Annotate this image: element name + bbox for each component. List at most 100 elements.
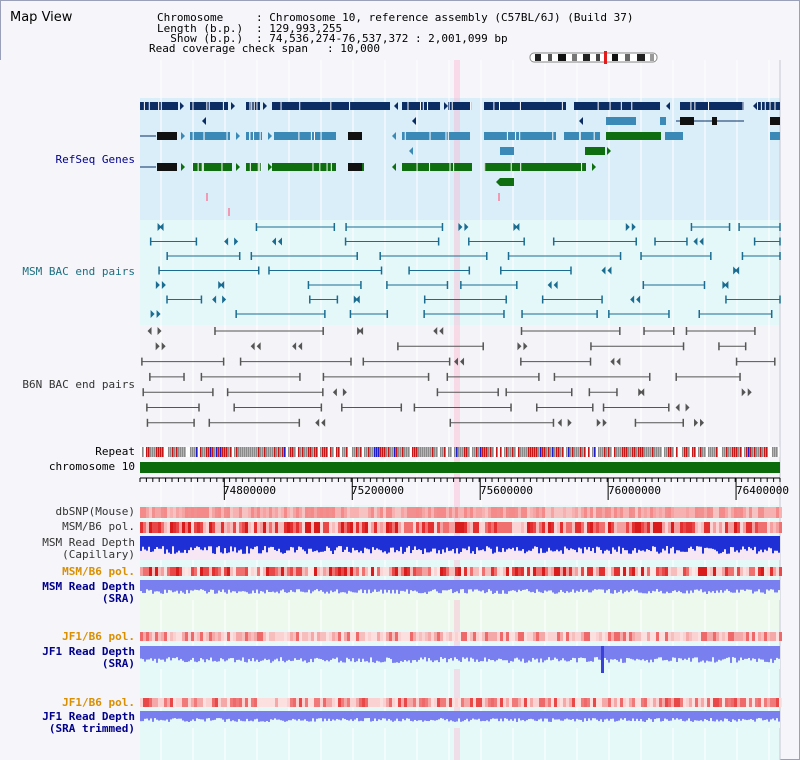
msm-depth-sra [262,580,264,592]
dbsnp-density [431,507,434,518]
strand-arrow [263,102,267,110]
jf1-depth-sra [414,646,416,661]
track-label-msm-b6-pol-2[interactable]: MSM/B6 pol. [62,565,135,578]
msm-depth-sra [680,580,682,593]
track-label-msm-depth-capillary[interactable]: MSM Read Depth [42,536,135,549]
jf1-depth-trimmed [170,711,172,720]
msm-b6-polymorphism-2 [500,567,503,576]
track-label-msm-bac[interactable]: MSM BAC end pairs [22,265,135,278]
track-label-jf1-depth-sra[interactable]: JF1 Read Depth [42,645,135,658]
msm-depth-capillary [490,536,492,549]
dbsnp-density [683,507,686,518]
msm-depth-sra [686,580,688,591]
msm-depth-sra [418,580,420,594]
msm-depth-sra [188,580,190,594]
repeat-mark [558,447,560,457]
msm-depth-capillary [348,536,350,552]
jf1-b6-polymorphism-2 [710,698,713,707]
track-label-chromosome[interactable]: chromosome 10 [48,460,135,473]
track-label-msm-depth-sra[interactable]: MSM Read Depth [42,580,135,593]
msm-b6-polymorphism [767,522,770,533]
msm-depth-sra [424,580,426,593]
jf1-b6-polymorphism-2 [602,698,605,707]
msm-b6-polymorphism [488,522,491,533]
jf1-b6-polymorphism [299,632,302,641]
jf1-depth-sra [342,646,344,663]
repeat-mark [624,447,626,457]
jf1-b6-polymorphism [236,632,239,641]
jf1-depth-sra [524,646,526,663]
jf1-b6-polymorphism [470,632,473,641]
track-label-jf1-b6-pol-2[interactable]: JF1/B6 pol. [62,696,135,709]
msm-b6-polymorphism-2 [545,567,548,576]
jf1-b6-polymorphism [305,632,308,641]
dbsnp-density [191,507,194,518]
msm-b6-polymorphism-2 [548,567,551,576]
dbsnp-density [314,507,317,518]
jf1-b6-polymorphism [518,632,521,641]
msm-b6-polymorphism-2 [254,567,257,576]
dbsnp-density [146,507,149,518]
jf1-depth-sra [242,646,244,658]
jf1-depth-trimmed [476,711,478,720]
jf1-depth-trimmed [678,711,680,720]
track-label-msm-depth-capillary-sub: (Capillary) [62,548,135,561]
track-label-repeat[interactable]: Repeat [95,445,135,458]
track-label-refseq[interactable]: RefSeq Genes [55,153,135,166]
jf1-depth-trimmed [572,711,574,720]
jf1-b6-polymorphism [416,632,419,641]
msm-depth-capillary [144,536,146,550]
jf1-depth-trimmed [608,711,610,721]
msm-depth-sra [752,580,754,594]
repeat-mark [410,447,412,457]
dbsnp-density [371,507,374,518]
msm-depth-capillary [748,536,750,547]
repeat-mark [606,447,608,457]
jf1-b6-polymorphism-2 [773,698,776,707]
track-label-jf1-b6-pol[interactable]: JF1/B6 pol. [62,630,135,643]
msm-depth-capillary [176,536,178,553]
jf1-depth-sra [760,646,762,660]
ideogram-band [650,54,654,61]
jf1-depth-trimmed [276,711,278,720]
msm-depth-sra [250,580,252,594]
refseq-gene [660,117,666,125]
jf1-depth-sra [296,646,298,660]
dbsnp-density [344,507,347,518]
repeat-mark [440,447,442,457]
jf1-depth-sra [310,646,312,659]
repeat-mark [736,447,738,457]
jf1-b6-polymorphism [554,632,557,641]
track-label-jf1-depth-trimmed[interactable]: JF1 Read Depth [42,710,135,723]
jf1-depth-trimmed [408,711,410,719]
msm-depth-capillary [314,536,316,552]
msm-b6-polymorphism-2 [428,567,431,576]
msm-depth-capillary [244,536,246,554]
msm-b6-polymorphism-2 [227,567,230,576]
track-label-dbsnp[interactable]: dbSNP(Mouse) [55,505,135,518]
jf1-depth-sra [472,646,474,659]
repeat-mark [304,447,306,457]
jf1-b6-polymorphism [743,632,746,641]
msm-depth-capillary [712,536,714,549]
msm-b6-polymorphism-2 [602,567,605,576]
jf1-b6-polymorphism [533,632,536,641]
msm-b6-polymorphism [608,522,611,533]
repeat-mark [644,447,646,457]
jf1-depth-trimmed [264,711,266,722]
repeat-mark [698,447,700,457]
repeat-mark [594,447,596,457]
msm-b6-polymorphism-2 [419,567,422,576]
dbsnp-density [347,507,350,518]
msm-depth-capillary [420,536,422,551]
msm-b6-polymorphism [371,522,374,533]
msm-depth-capillary [182,536,184,553]
jf1-depth-trimmed [568,711,570,720]
jf1-depth-sra [628,646,630,659]
dbsnp-density [272,507,275,518]
track-label-msm-b6-pol[interactable]: MSM/B6 pol. [62,520,135,533]
jf1-depth-trimmed [640,711,642,719]
msm-depth-sra [666,580,668,592]
track-label-b6n-bac[interactable]: B6N BAC end pairs [22,378,135,391]
msm-depth-sra [384,580,386,590]
